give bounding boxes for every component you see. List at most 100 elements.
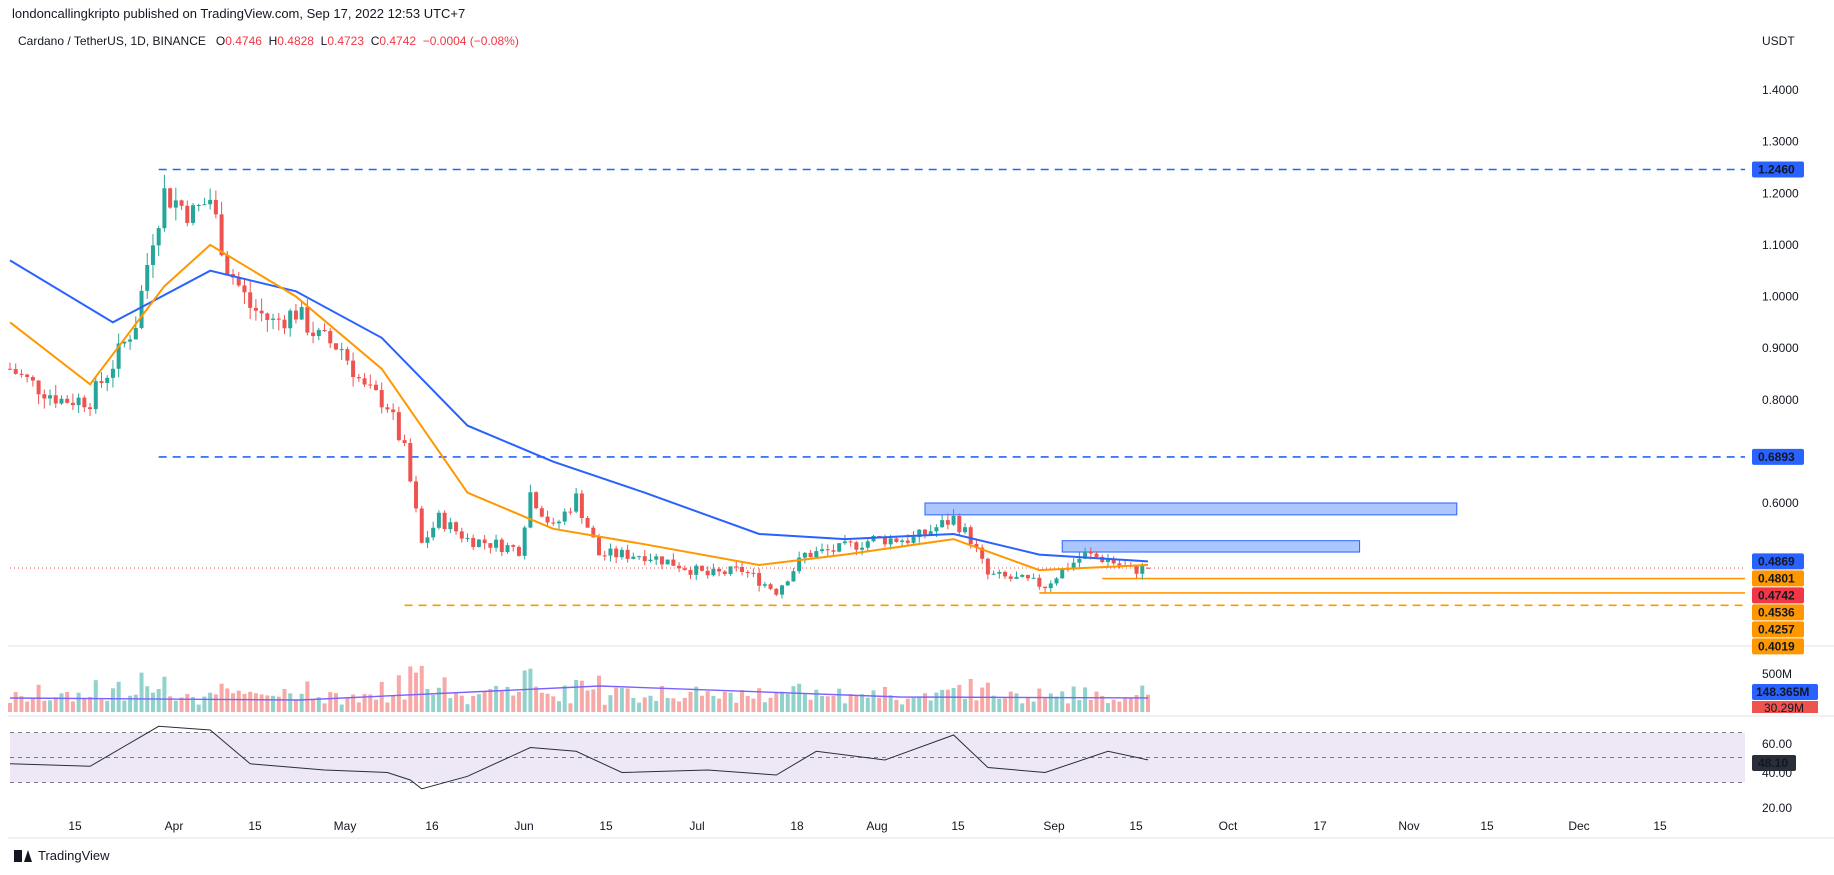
candle-body[interactable] bbox=[619, 549, 624, 558]
candle-body[interactable] bbox=[1043, 586, 1048, 589]
candle-body[interactable] bbox=[162, 188, 167, 229]
candle-body[interactable] bbox=[1048, 583, 1053, 589]
candle-body[interactable] bbox=[293, 310, 298, 320]
candle-body[interactable] bbox=[556, 521, 561, 524]
candle-body[interactable] bbox=[362, 378, 367, 385]
candle-body[interactable] bbox=[356, 377, 361, 379]
candle-body[interactable] bbox=[105, 377, 110, 383]
candle-body[interactable] bbox=[1071, 562, 1076, 570]
candle-body[interactable] bbox=[442, 512, 447, 530]
candle-body[interactable] bbox=[734, 566, 739, 568]
candle-body[interactable] bbox=[436, 512, 441, 528]
candle-body[interactable] bbox=[328, 331, 333, 344]
candle-body[interactable] bbox=[591, 527, 596, 538]
candle-body[interactable] bbox=[99, 381, 104, 383]
candle-body[interactable] bbox=[625, 549, 630, 559]
candle-body[interactable] bbox=[602, 555, 607, 557]
candle-body[interactable] bbox=[654, 556, 659, 560]
candle-body[interactable] bbox=[345, 349, 350, 361]
candle-body[interactable] bbox=[253, 307, 258, 311]
candle-body[interactable] bbox=[699, 565, 704, 571]
candle-body[interactable] bbox=[808, 552, 813, 558]
candle-body[interactable] bbox=[190, 205, 195, 223]
candle-body[interactable] bbox=[825, 549, 830, 551]
candle-body[interactable] bbox=[682, 568, 687, 571]
candle-body[interactable] bbox=[877, 535, 882, 537]
candle-body[interactable] bbox=[1037, 577, 1042, 587]
candle-body[interactable] bbox=[802, 552, 807, 558]
candle-body[interactable] bbox=[751, 572, 756, 574]
candle-body[interactable] bbox=[671, 559, 676, 566]
candle-body[interactable] bbox=[431, 527, 436, 538]
candle-body[interactable] bbox=[1014, 576, 1019, 579]
candle-body[interactable] bbox=[402, 440, 407, 444]
candle-body[interactable] bbox=[208, 199, 213, 205]
candle-body[interactable] bbox=[1094, 553, 1099, 557]
candle-body[interactable] bbox=[963, 527, 968, 533]
candle-body[interactable] bbox=[980, 547, 985, 559]
candle-body[interactable] bbox=[945, 520, 950, 525]
rsi-line[interactable] bbox=[9, 725, 1149, 790]
candle-body[interactable] bbox=[110, 368, 115, 378]
candle-body[interactable] bbox=[213, 199, 218, 215]
candle-body[interactable] bbox=[1031, 577, 1036, 579]
candle-body[interactable] bbox=[202, 204, 207, 206]
candle-body[interactable] bbox=[1077, 558, 1082, 563]
candle-body[interactable] bbox=[922, 529, 927, 535]
candle-body[interactable] bbox=[814, 551, 819, 558]
candle-body[interactable] bbox=[894, 538, 899, 542]
candle-body[interactable] bbox=[179, 200, 184, 206]
candle-body[interactable] bbox=[219, 214, 224, 256]
candle-body[interactable] bbox=[156, 228, 161, 246]
candle-body[interactable] bbox=[905, 540, 910, 543]
candle-body[interactable] bbox=[499, 539, 504, 553]
candle-body[interactable] bbox=[985, 558, 990, 575]
candle-body[interactable] bbox=[168, 188, 173, 208]
candle-body[interactable] bbox=[1088, 551, 1093, 554]
candle-body[interactable] bbox=[1003, 571, 1008, 577]
candle-body[interactable] bbox=[88, 407, 93, 410]
resistance-zone[interactable] bbox=[924, 502, 1458, 516]
candle-body[interactable] bbox=[797, 557, 802, 572]
candle-body[interactable] bbox=[722, 571, 727, 575]
candle-body[interactable] bbox=[562, 511, 567, 522]
candle-body[interactable] bbox=[997, 571, 1002, 574]
candle-body[interactable] bbox=[271, 318, 276, 320]
candle-body[interactable] bbox=[911, 536, 916, 543]
candle-body[interactable] bbox=[568, 511, 573, 513]
candle-body[interactable] bbox=[351, 360, 356, 378]
candle-body[interactable] bbox=[173, 200, 178, 208]
candle-body[interactable] bbox=[516, 546, 521, 556]
candle-body[interactable] bbox=[968, 527, 973, 545]
candle-body[interactable] bbox=[762, 584, 767, 586]
candle-body[interactable] bbox=[53, 395, 58, 404]
candle-body[interactable] bbox=[574, 493, 579, 512]
candle-body[interactable] bbox=[745, 571, 750, 573]
candle-body[interactable] bbox=[951, 515, 956, 525]
candle-body[interactable] bbox=[888, 538, 893, 545]
candle-body[interactable] bbox=[425, 537, 430, 543]
candle-body[interactable] bbox=[488, 543, 493, 548]
candle-body[interactable] bbox=[854, 542, 859, 550]
candle-body[interactable] bbox=[494, 539, 499, 548]
candle-body[interactable] bbox=[59, 398, 64, 404]
candle-body[interactable] bbox=[694, 565, 699, 575]
candle-body[interactable] bbox=[711, 568, 716, 576]
candle-body[interactable] bbox=[831, 550, 836, 552]
candle-body[interactable] bbox=[305, 307, 310, 333]
candle-body[interactable] bbox=[448, 522, 453, 530]
candle-body[interactable] bbox=[539, 508, 544, 517]
candle-body[interactable] bbox=[974, 544, 979, 548]
candle-body[interactable] bbox=[1025, 574, 1030, 579]
candle-body[interactable] bbox=[322, 329, 327, 332]
candle-body[interactable] bbox=[1008, 576, 1013, 579]
candle-body[interactable] bbox=[928, 531, 933, 535]
tradingview-brand[interactable]: TradingView bbox=[14, 848, 110, 863]
candle-body[interactable] bbox=[917, 529, 922, 537]
candle-body[interactable] bbox=[511, 545, 516, 547]
candle-body[interactable] bbox=[768, 584, 773, 589]
candle-body[interactable] bbox=[757, 573, 762, 586]
candle-body[interactable] bbox=[505, 545, 510, 553]
candle-body[interactable] bbox=[139, 290, 144, 329]
